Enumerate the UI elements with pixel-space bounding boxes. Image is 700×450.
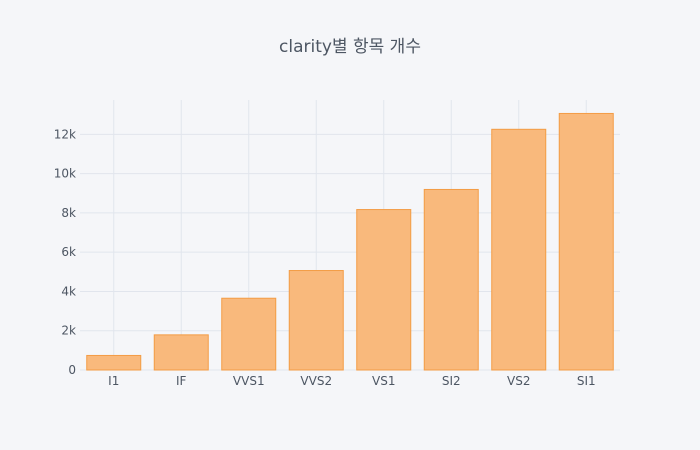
x-tick-label: SI2 [442, 374, 461, 388]
y-axis-ticks: 0 2k 4k 6k 8k 10k 12k [54, 127, 76, 377]
bar-vvs1[interactable] [221, 297, 277, 371]
bar-vvs2[interactable] [288, 270, 344, 371]
bar-i1[interactable] [86, 354, 142, 371]
x-tick-label: VVS2 [300, 374, 332, 388]
bar-si2[interactable] [423, 188, 479, 371]
bar-vs1[interactable] [356, 209, 412, 371]
y-tick-label: 4k [61, 284, 76, 298]
y-tick-label: 12k [54, 127, 76, 141]
x-tick-label: VS1 [372, 374, 395, 388]
x-tick-label: VS2 [507, 374, 530, 388]
bar-layer [86, 112, 614, 371]
bar-si1[interactable] [558, 112, 614, 371]
bar-vs2[interactable] [491, 128, 547, 371]
y-tick-label: 8k [61, 206, 76, 220]
x-tick-label: VVS1 [233, 374, 265, 388]
y-tick-label: 0 [68, 363, 76, 377]
y-tick-label: 2k [61, 324, 76, 338]
x-tick-label: IF [176, 374, 187, 388]
bar-if[interactable] [153, 334, 209, 371]
x-tick-label: I1 [108, 374, 119, 388]
y-tick-label: 10k [54, 167, 76, 181]
x-tick-label: SI1 [577, 374, 596, 388]
x-axis-ticks: I1 IF VVS1 VVS2 VS1 SI2 VS2 SI1 [108, 374, 595, 388]
chart-title: clarity별 항목 개수 [279, 37, 421, 57]
y-tick-label: 6k [61, 245, 76, 259]
